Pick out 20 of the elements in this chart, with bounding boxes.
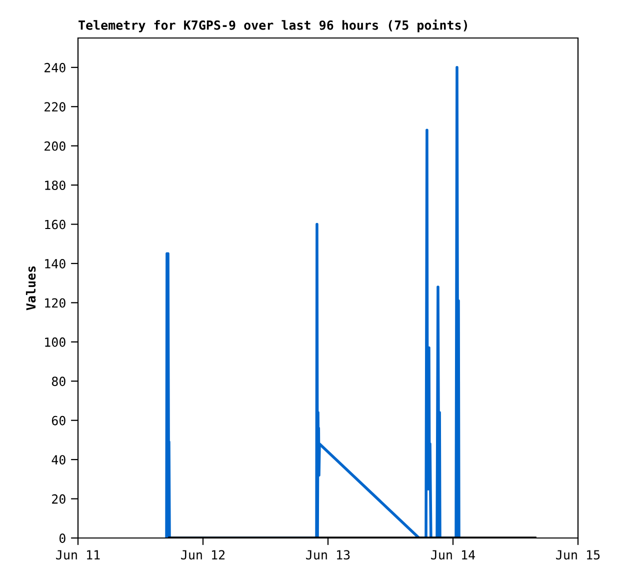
y-tick-label: 40 (52, 455, 66, 465)
y-tick-label: 60 (52, 416, 66, 426)
y-axis-title: Values (26, 266, 36, 310)
chart-title: Telemetry for K7GPS-9 over last 96 hours (75 points) (78, 20, 467, 32)
y-tick-label: 240 (44, 62, 66, 72)
y-tick-label: 160 (45, 220, 66, 230)
y-tick-label: 100 (45, 337, 66, 347)
x-tick-label: Jun 13 (306, 550, 350, 560)
y-tick-label: 80 (52, 376, 66, 386)
x-tick-label: Jun 12 (181, 550, 225, 560)
y-tick-label: 20 (52, 494, 66, 504)
y-tick-label: 0 (59, 534, 66, 543)
x-tick-label: Jun 14 (431, 550, 475, 560)
y-tick-label: 200 (44, 141, 66, 151)
x-tick-label: Jun 15 (556, 550, 600, 560)
y-tick-label: 180 (45, 180, 66, 190)
x-tick-label: Jun 11 (56, 550, 100, 560)
y-tick-label: 220 (44, 102, 66, 112)
y-tick-label: 120 (45, 298, 66, 308)
y-tick-label: 140 (45, 258, 66, 268)
